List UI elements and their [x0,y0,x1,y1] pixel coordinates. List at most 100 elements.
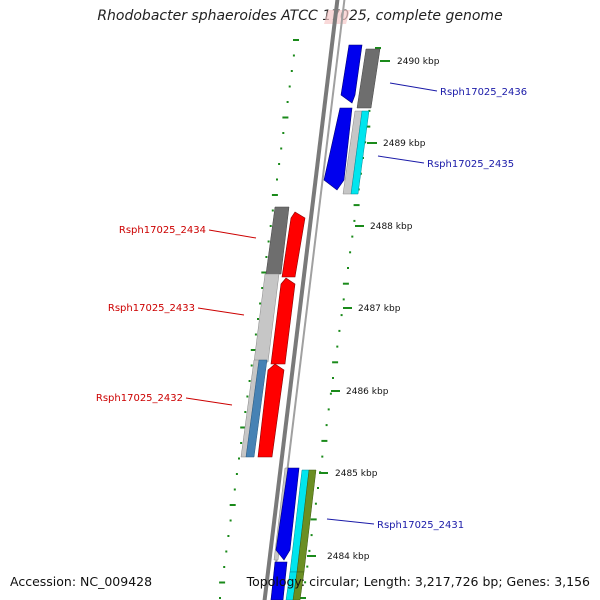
gene-rsph17025-2433-arrow[interactable] [270,277,296,365]
tick-2486: 2486 kbp [331,387,389,397]
tick-2488: 2488 kbp [355,222,413,232]
label-rsph17025-2434[interactable]: Rsph17025_2434 [119,225,257,239]
gene-label-text[interactable]: Rsph17025_2436 [440,87,527,98]
gc-skew-dot [368,109,371,112]
gc-skew-dot [338,329,341,332]
gc-skew-dot [282,132,285,134]
gc-skew-dot [342,298,345,301]
gene-rsph17025-2434-gray-box [265,206,290,275]
tick-2489: 2489 kbp [367,139,426,149]
gc-skew-dot [310,518,317,521]
gc-skew-dot [235,473,238,475]
gc-skew-dot [325,424,328,427]
gc-skew-dot [271,209,274,212]
gene-rsph17025-2432-steel-box [245,359,268,458]
gc-skew-dot [340,314,343,317]
gene-label-text[interactable]: Rsph17025_2434 [119,225,206,236]
gc-skew-dot [364,125,371,128]
gene-label-text[interactable]: Rsph17025_2432 [96,393,183,404]
gc-skew-dot [280,147,283,150]
gc-skew-dot [229,519,232,522]
tick-label: 2488 kbp [370,222,413,232]
gene-label-text[interactable]: Rsph17025_2435 [427,159,514,170]
label-rsph17025-2433[interactable]: Rsph17025_2433 [108,303,245,316]
gc-skew-dot [292,54,295,57]
gc-skew-dot [229,504,236,506]
gene-rsph17025-2433-gray-box [253,273,280,363]
gene-label-text[interactable]: Rsph17025_2433 [108,303,195,314]
gene-rsph17025-2431-arrow[interactable] [275,467,300,561]
gc-skew-dot [304,581,307,584]
gc-skew-dot [248,380,251,382]
tick-2484: 2484 kbp [307,552,370,562]
gene-rsph17025-2435-cyan-box [350,110,370,195]
gc-skew-dot [244,411,247,413]
gene-label-text[interactable]: Rsph17025_2431 [377,520,464,531]
gene-rsph17025-2435-arrow[interactable] [323,107,353,191]
tick-label: 2487 kbp [358,304,401,314]
gene-rsph17025-2432-arrow[interactable] [257,363,285,458]
gc-skew-dot [300,597,306,599]
gc-skew-dot [321,455,324,458]
gc-skew-dot [240,426,247,429]
gc-skew-dot [225,550,228,553]
tick-2487: 2487 kbp [343,304,401,314]
gc-skew-dot [290,70,293,72]
gc-skew-dot [306,565,309,568]
gc-skew-dot [286,101,289,103]
tick-label: 2489 kbp [383,139,426,149]
gc-skew-dot [288,85,291,88]
gc-skew-dot [308,549,311,552]
gc-skew-dot [282,116,289,119]
gc-skew-dot [259,302,262,305]
backbone-line-outer [262,0,340,600]
gc-skew-dot [240,442,243,444]
gc-skew-dot [265,256,268,258]
gc-skew-dot [329,392,332,395]
gc-skew-dot [321,439,328,442]
gc-skew-dot [375,47,381,49]
gc-skew-dot [332,361,339,364]
gc-skew-dot [267,240,270,243]
gc-skew-dot [257,318,259,320]
gc-skew-dot [293,39,299,41]
label-rsph17025-2435[interactable]: Rsph17025_2435 [377,155,514,170]
tick-2490: 2490 kbp [380,57,440,67]
gc-skew-dot [314,502,317,505]
gc-skew-dot [310,534,313,537]
gene-bottom-olive-fragment [292,571,305,600]
gc-skew-dots-left [219,39,299,599]
gc-skew-dot [278,163,281,165]
tick-2485: 2485 kbp [319,469,378,479]
gc-skew-dot [269,225,272,227]
gc-skew-dot [347,267,349,269]
gc-skew-dot [219,597,221,599]
gc-skew-dot [219,581,226,584]
gene-bottom-blue-fragment [270,561,288,600]
gc-skew-dot [349,251,352,254]
tick-label: 2485 kbp [335,469,378,479]
gc-skew-dot [317,487,319,489]
gc-skew-dot [250,349,257,351]
topology-text: Topology: circular; Length: 3,217,726 bp… [246,574,590,589]
gc-skew-dot [233,488,236,491]
label-rsph17025-2432[interactable]: Rsph17025_2432 [96,393,233,406]
gc-skew-dot [261,287,264,289]
gene-rsph17025-2436-arrow[interactable] [340,44,363,104]
gc-skew-dot [254,333,257,336]
gene-rsph17025-2434-arrow[interactable] [281,211,306,278]
label-rsph17025-2431[interactable]: Rsph17025_2431 [326,518,464,531]
gc-skew-dot [342,282,349,285]
gc-skew-dot [276,178,278,181]
gc-skew-dot [271,194,278,196]
gc-skew-dot [353,219,356,222]
gc-skew-dot [223,566,226,568]
tick-label: 2486 kbp [346,387,389,397]
gc-skew-dot [353,204,360,207]
accession-text: Accession: NC_009428 [10,574,153,589]
gene-rsph17025-2436-gray-box [356,48,381,109]
tick-label: 2490 kbp [397,57,440,67]
gc-skew-dot [327,408,330,411]
gc-skew-dot [227,535,230,537]
label-rsph17025-2436[interactable]: Rsph17025_2436 [389,82,527,98]
